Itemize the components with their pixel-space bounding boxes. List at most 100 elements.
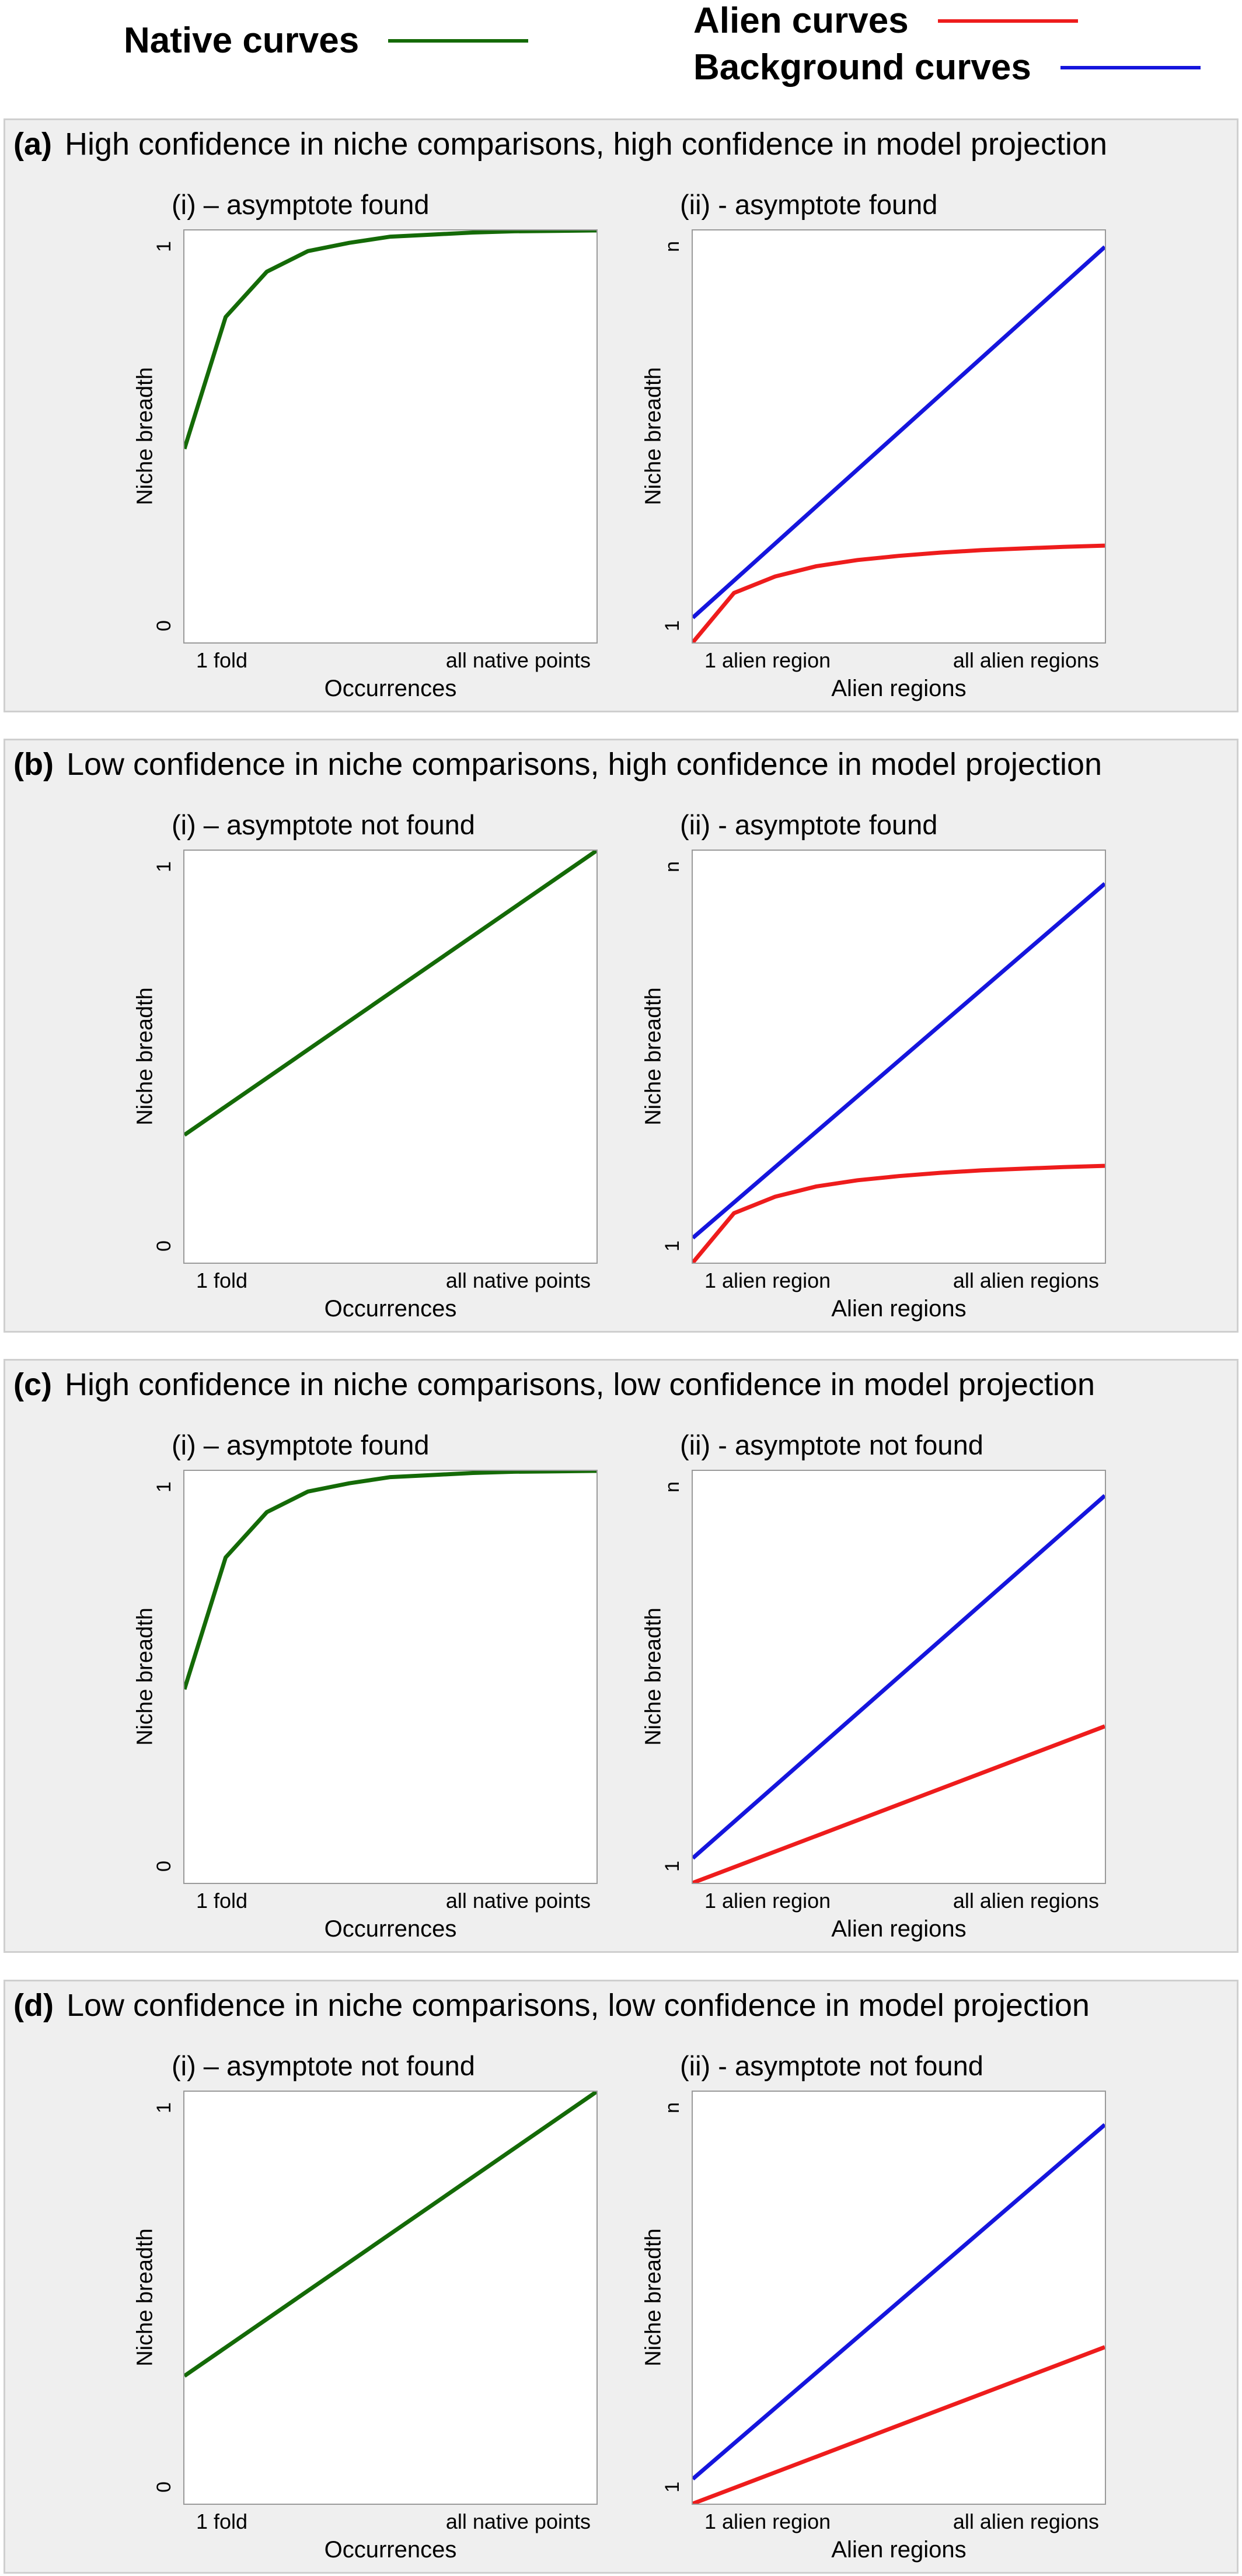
subplot-title: (ii) - asymptote found xyxy=(680,189,938,220)
y-tick-bottom: 1 xyxy=(661,1861,683,1872)
series-line-background-curves xyxy=(693,245,1105,620)
legend-native-label: Native curves xyxy=(124,20,360,61)
plot-area xyxy=(692,2091,1106,2505)
x-axis-label: Occurrences xyxy=(324,1916,457,1942)
legend-background-label: Background curves xyxy=(693,47,1031,88)
y-axis-label: Niche breadth xyxy=(132,1607,158,1746)
x-tick-left: 1 fold xyxy=(196,2509,248,2533)
y-tick-top: n xyxy=(661,1481,683,1493)
plot-area xyxy=(183,850,598,1264)
panel-title-text: High confidence in niche comparisons, hi… xyxy=(65,127,1108,162)
x-tick-right: all native points xyxy=(445,648,591,672)
chart-svg xyxy=(184,851,596,1137)
series-line-background-curves xyxy=(693,2123,1105,2481)
x-axis-label: Occurrences xyxy=(324,676,457,701)
x-tick-right: all alien regions xyxy=(953,648,1099,672)
x-axis-label: Alien regions xyxy=(831,2537,967,2563)
y-tick-bottom: 0 xyxy=(152,2481,175,2493)
plot-area xyxy=(692,850,1106,1264)
legend-alien: Alien curves xyxy=(693,0,1078,41)
legend-native-swatch xyxy=(388,39,529,43)
x-tick-left: 1 alien region xyxy=(704,648,831,672)
x-tick-left: 1 alien region xyxy=(704,2509,831,2533)
x-tick-right: all native points xyxy=(445,2509,591,2533)
y-tick-bottom: 0 xyxy=(152,620,175,631)
subplot-title: (i) – asymptote found xyxy=(172,1429,430,1460)
panel-title-text: High confidence in niche comparisons, lo… xyxy=(65,1367,1095,1402)
x-axis-label: Occurrences xyxy=(324,1296,457,1322)
y-tick-top: 1 xyxy=(152,241,175,252)
legend-alien-swatch xyxy=(937,19,1078,23)
series-line-background-curves xyxy=(693,882,1105,1240)
series-line-alien-curves xyxy=(693,1163,1105,1263)
subplot-title: (ii) - asymptote found xyxy=(680,809,938,840)
x-tick-right: all alien regions xyxy=(953,1268,1099,1292)
x-tick-right: all alien regions xyxy=(953,1889,1099,1913)
x-tick-left: 1 alien region xyxy=(704,1889,831,1913)
y-tick-bottom: 0 xyxy=(152,1861,175,1872)
plot-area xyxy=(183,2091,598,2505)
panel-title: (c) High confidence in niche comparisons,… xyxy=(13,1366,1095,1403)
chart-svg xyxy=(693,245,1105,642)
panel-c: (c) High confidence in niche comparisons,… xyxy=(4,1359,1238,1953)
y-tick-bottom: 1 xyxy=(661,2481,683,2493)
x-axis-label: Alien regions xyxy=(831,1296,967,1322)
x-tick-right: all native points xyxy=(445,1268,591,1292)
legend-background: Background curves xyxy=(693,47,1201,88)
panel-d: (d) Low confidence in niche comparisons, … xyxy=(4,1980,1238,2574)
subplot-title: (i) – asymptote not found xyxy=(172,2050,475,2081)
subplot-title: (ii) - asymptote not found xyxy=(680,2050,983,2081)
subplot-title: (i) – asymptote found xyxy=(172,189,430,220)
x-tick-left: 1 fold xyxy=(196,1268,248,1292)
panel-title-text: Low confidence in niche comparisons, low… xyxy=(66,1988,1090,2023)
x-tick-left: 1 alien region xyxy=(704,1268,831,1292)
y-axis-label: Niche breadth xyxy=(641,987,666,1126)
plot-area xyxy=(183,229,598,644)
series-line-background-curves xyxy=(693,1494,1105,1860)
series-line-native-curves xyxy=(184,230,596,450)
subplot-title: (ii) - asymptote not found xyxy=(680,1429,983,1460)
series-line-alien-curves xyxy=(693,2345,1105,2504)
y-tick-bottom: 1 xyxy=(661,1240,683,1252)
y-tick-top: 1 xyxy=(152,2102,175,2113)
y-axis-label: Niche breadth xyxy=(132,987,158,1126)
series-line-native-curves xyxy=(184,1471,596,1690)
y-tick-top: n xyxy=(661,861,683,872)
y-tick-top: 1 xyxy=(152,1481,175,1493)
panel-title-text: Low confidence in niche comparisons, hig… xyxy=(66,747,1103,782)
legend-native: Native curves xyxy=(124,20,529,61)
x-tick-right: all alien regions xyxy=(953,2509,1099,2533)
legend-background-swatch xyxy=(1060,65,1201,69)
chart-svg xyxy=(184,2092,596,2378)
x-tick-left: 1 fold xyxy=(196,1889,248,1913)
chart-svg xyxy=(693,2123,1105,2504)
panel-tag: (d) xyxy=(13,1988,54,2023)
legend-alien-label: Alien curves xyxy=(693,1,909,41)
chart-svg xyxy=(693,882,1105,1263)
y-tick-top: n xyxy=(661,2102,683,2113)
panel-a: (a) High confidence in niche comparisons,… xyxy=(4,118,1238,712)
y-tick-bottom: 1 xyxy=(661,620,683,631)
series-line-alien-curves xyxy=(693,1724,1105,1883)
y-axis-label: Niche breadth xyxy=(641,2228,666,2367)
y-tick-top: n xyxy=(661,241,683,252)
y-axis-label: Niche breadth xyxy=(132,2228,158,2367)
series-line-alien-curves xyxy=(693,543,1105,642)
chart-svg xyxy=(184,1471,596,1690)
subplot-title: (i) – asymptote not found xyxy=(172,809,475,840)
x-axis-label: Alien regions xyxy=(831,1916,967,1942)
plot-area xyxy=(692,1470,1106,1884)
y-tick-bottom: 0 xyxy=(152,1240,175,1252)
panel-b: (b) Low confidence in niche comparisons, … xyxy=(4,739,1238,1333)
y-axis-label: Niche breadth xyxy=(132,367,158,505)
y-axis-label: Niche breadth xyxy=(641,1607,666,1746)
plot-area xyxy=(692,229,1106,644)
y-axis-label: Niche breadth xyxy=(641,367,666,505)
legend: Native curves Alien curves Background cu… xyxy=(0,0,1242,117)
x-tick-right: all native points xyxy=(445,1889,591,1913)
series-line-native-curves xyxy=(184,851,596,1137)
panel-title: (a) High confidence in niche comparisons,… xyxy=(13,126,1107,162)
panel-tag: (b) xyxy=(13,747,54,782)
x-axis-label: Alien regions xyxy=(831,676,967,701)
panel-title: (d) Low confidence in niche comparisons, … xyxy=(13,1987,1090,2023)
